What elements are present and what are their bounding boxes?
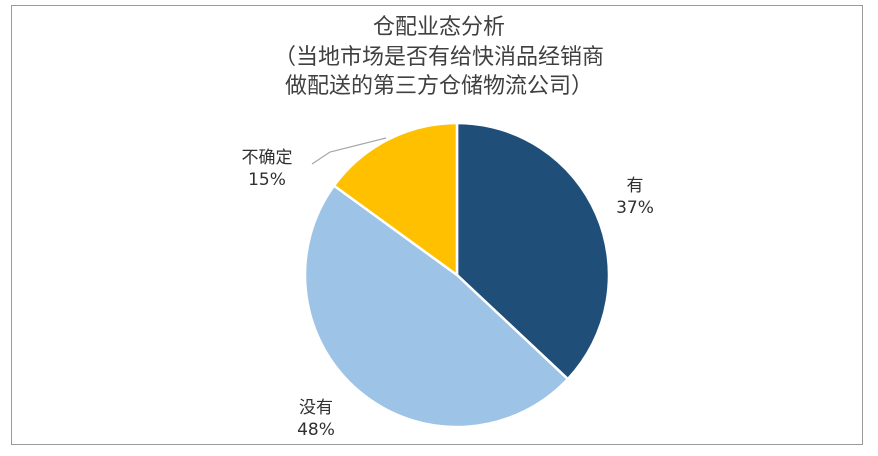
- slice-label-unsure: 不确定 15%: [232, 147, 302, 191]
- chart-title-line-2: （当地市场是否有给快消品经销商: [273, 45, 604, 70]
- leader-line-unsure: [311, 137, 387, 165]
- chart-title-line-1: 仓配业态分析: [372, 15, 505, 40]
- slice-label-no-value: 48%: [297, 420, 335, 440]
- chart-title-line-3: 做配送的第三方仓储物流公司）: [284, 74, 593, 99]
- slice-label-yes-name: 有: [626, 176, 644, 196]
- slice-label-unsure-value: 15%: [248, 170, 286, 190]
- slice-label-yes-value: 37%: [616, 198, 654, 218]
- slice-label-no: 没有 48%: [292, 397, 340, 441]
- slice-label-unsure-name: 不确定: [241, 148, 293, 168]
- slice-label-no-name: 没有: [299, 398, 333, 418]
- pie-slice-unsure: [332, 121, 459, 277]
- pie-slice-yes: [455, 121, 611, 381]
- pie-slice-no: [303, 184, 570, 429]
- slice-label-yes: 有 37%: [615, 175, 655, 219]
